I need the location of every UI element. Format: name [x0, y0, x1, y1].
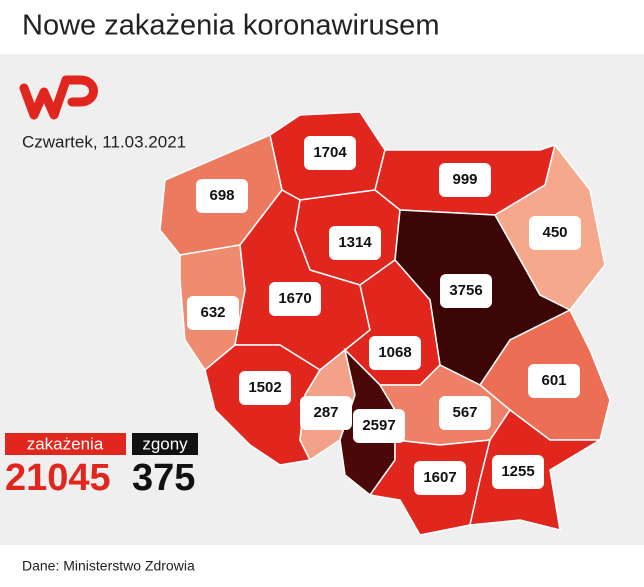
region-value: 567 [452, 404, 477, 421]
title: Nowe zakażenia koronawirusem [22, 10, 439, 42]
region-value: 1314 [338, 234, 372, 251]
label-box [304, 136, 356, 170]
label-box [440, 274, 492, 308]
cases-total: 21045 [5, 457, 111, 499]
region-value: 698 [209, 187, 234, 204]
source: Dane: Ministerstwo Zdrowia [22, 558, 195, 574]
label-box [439, 163, 491, 197]
label-box [528, 364, 580, 398]
region-value: 1255 [501, 463, 534, 480]
region-value: 3756 [449, 282, 482, 299]
region-value: 287 [313, 404, 338, 421]
logo [19, 75, 98, 120]
region-value: 1502 [248, 379, 281, 396]
region-value: 450 [542, 224, 567, 241]
label-box [196, 179, 248, 213]
region-value: 1607 [423, 469, 456, 486]
label-box [492, 455, 544, 489]
region-value: 601 [541, 372, 566, 389]
cases-label: zakażenia [27, 434, 104, 453]
region-value: 1670 [278, 290, 311, 307]
label-box [329, 226, 381, 260]
label-box [414, 461, 466, 495]
label-box [529, 216, 581, 250]
deaths-total: 375 [132, 457, 195, 499]
label-box [300, 396, 352, 430]
date: Czwartek, 11.03.2021 [22, 132, 186, 151]
deaths-label: zgony [142, 434, 188, 453]
deaths-badge [132, 433, 198, 455]
label-box [439, 396, 491, 430]
region-value: 2597 [362, 417, 395, 434]
region-value: 1704 [313, 144, 347, 161]
region-value: 1068 [378, 344, 411, 361]
label-box [239, 371, 291, 405]
region-value: 999 [452, 171, 477, 188]
region-value: 632 [200, 304, 225, 321]
cases-badge [5, 433, 126, 455]
label-box [269, 282, 321, 316]
label-box [187, 296, 239, 330]
region-labels: 698 1704 999 450 1314 3756 632 1670 1068 601 1502 2… [187, 136, 581, 495]
label-box [369, 336, 421, 370]
label-box [353, 409, 405, 443]
